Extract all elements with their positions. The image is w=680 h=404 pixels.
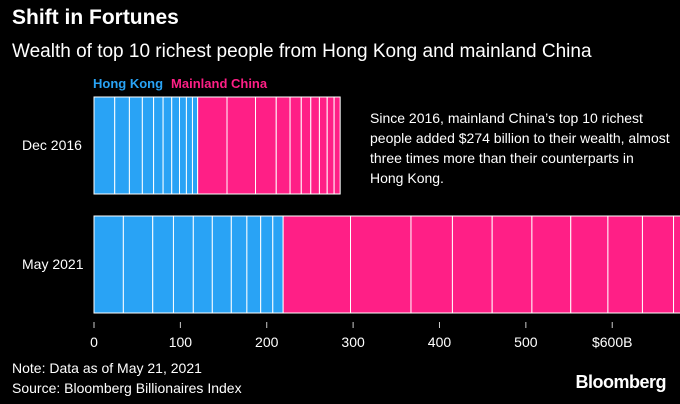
bar-segment-mainland-1-4 (491, 215, 533, 314)
x-tick-label-0: 0 (90, 334, 98, 350)
legend-mainland-china: Mainland China (171, 76, 268, 91)
bar-segment-hong-kong-0-3 (141, 96, 155, 195)
legend-hong-kong: Hong Kong (93, 76, 164, 91)
bar-segment-hong-kong-0-1 (114, 96, 130, 195)
row-label-dec-2016: Dec 2016 (22, 137, 82, 153)
bar-segment-mainland-1-2 (410, 215, 453, 314)
bar-segment-mainland-1-1 (350, 215, 412, 314)
bar-segment-hong-kong-1-9 (272, 215, 284, 314)
bar-segment-hong-kong-0-5 (162, 96, 173, 195)
x-tick-label-500: 500 (514, 334, 538, 350)
bar-segment-hong-kong-0-8 (185, 96, 193, 195)
x-tick-label-300: 300 (341, 334, 365, 350)
bar-segment-hong-kong-0-6 (171, 96, 181, 195)
bar-segment-mainland-1-0 (282, 215, 352, 314)
bar-segment-hong-kong-0-9 (191, 96, 199, 195)
bar-segment-mainland-0-7 (318, 96, 328, 195)
bar-segment-hong-kong-0-4 (153, 96, 164, 195)
bloomberg-logo: Bloomberg (575, 372, 666, 392)
bar-segment-mainland-1-3 (451, 215, 493, 314)
bar-segment-hong-kong-1-5 (211, 215, 232, 314)
bar-segment-hong-kong-0-0 (93, 96, 116, 195)
bar-segment-mainland-0-0 (197, 96, 228, 195)
bar-segment-mainland-1-8 (641, 215, 675, 314)
bar-segment-mainland-1-7 (607, 215, 643, 314)
bar-segment-mainland-0-6 (310, 96, 320, 195)
bar-segment-hong-kong-1-1 (122, 215, 154, 314)
bar-segment-mainland-0-9 (333, 96, 341, 195)
legend: Hong Kong Mainland China (93, 76, 275, 91)
bar-segment-hong-kong-1-0 (93, 215, 124, 314)
bar-segment-hong-kong-0-2 (128, 96, 143, 195)
bar-segment-hong-kong-1-4 (192, 215, 213, 314)
bar-segment-mainland-0-5 (300, 96, 312, 195)
chart-subtitle: Wealth of top 10 richest people from Hon… (12, 41, 592, 62)
x-tick-label-600: $600B (592, 334, 632, 350)
bar-segment-mainland-0-4 (289, 96, 302, 195)
x-tick-label-100: 100 (169, 334, 193, 350)
annotation-text: Since 2016, mainland China’s top 10 rich… (370, 110, 670, 186)
bar-segment-mainland-0-2 (255, 96, 277, 195)
chart-title: Shift in Fortunes (12, 6, 179, 29)
bar-segment-mainland-0-1 (226, 96, 257, 195)
bar-segment-mainland-0-8 (326, 96, 335, 195)
bar-segment-mainland-1-9 (673, 215, 680, 314)
bar-segment-mainland-0-3 (275, 96, 291, 195)
row-label-may-2021: May 2021 (22, 256, 84, 272)
bar-segment-hong-kong-1-7 (246, 215, 262, 314)
bar-segment-hong-kong-1-3 (172, 215, 194, 314)
bar-segment-hong-kong-0-7 (179, 96, 187, 195)
footnote-source: Source: Bloomberg Billionaires Index (12, 380, 242, 396)
bar-segment-hong-kong-1-6 (230, 215, 248, 314)
x-tick-label-200: 200 (255, 334, 279, 350)
x-tick-label-400: 400 (428, 334, 452, 350)
bar-segment-mainland-1-6 (570, 215, 609, 314)
bar-segment-hong-kong-1-8 (260, 215, 274, 314)
footnote-note: Note: Data as of May 21, 2021 (12, 360, 202, 376)
bar-segment-mainland-1-5 (531, 215, 572, 314)
bar-segment-hong-kong-1-2 (152, 215, 174, 314)
